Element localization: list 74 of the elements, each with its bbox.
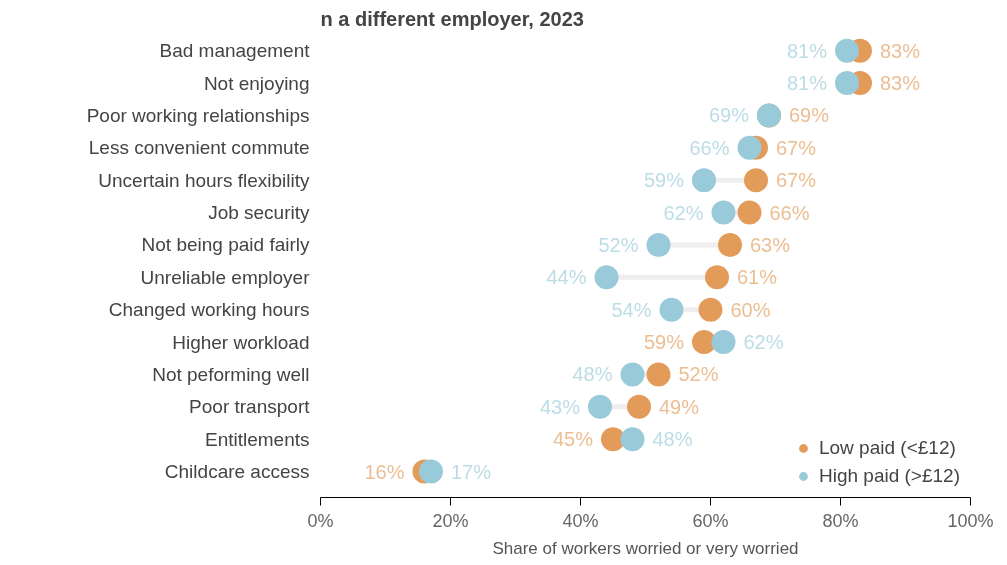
- point: [711, 200, 736, 225]
- data-label: 49%: [659, 395, 700, 418]
- y-tick-label: Not peforming well: [152, 363, 310, 385]
- legend-label: High paid (>£12): [818, 465, 960, 487]
- data-label: 67%: [776, 169, 817, 192]
- data-label: 66%: [689, 136, 730, 159]
- point: [692, 330, 716, 355]
- data-label: 81%: [786, 39, 828, 62]
- point: [646, 362, 671, 387]
- point: [646, 232, 671, 257]
- data-label: 54%: [611, 298, 652, 321]
- data-label: 83%: [880, 72, 921, 95]
- point: [711, 330, 736, 355]
- data-label: 52%: [598, 233, 639, 256]
- data-label: 59%: [643, 331, 685, 354]
- data-label: 66%: [769, 201, 810, 224]
- point: [835, 38, 859, 63]
- data-label: 63%: [750, 233, 791, 256]
- x-axis-title: Share of workers worried or very worried: [492, 538, 799, 558]
- data-label: 59%: [643, 169, 685, 192]
- x-tick-label: 20%: [432, 510, 469, 531]
- data-label: 69%: [789, 104, 830, 127]
- point: [692, 168, 716, 193]
- point: [744, 168, 768, 193]
- point: [620, 427, 645, 452]
- y-tick-label: Higher workload: [172, 331, 310, 353]
- point: [627, 394, 651, 419]
- y-tick-label: Job security: [208, 202, 310, 224]
- point: [835, 71, 859, 96]
- point: [419, 459, 443, 484]
- x-tick-label: 100%: [947, 510, 994, 531]
- data-label: 44%: [546, 266, 587, 289]
- data-label: 67%: [776, 136, 817, 159]
- point: [588, 394, 612, 419]
- point: [718, 232, 742, 257]
- data-label: 52%: [678, 363, 719, 386]
- y-tick-label: Not being paid fairly: [141, 234, 310, 256]
- data-label: 61%: [737, 266, 778, 289]
- x-tick-label: 60%: [692, 510, 729, 531]
- data-label: 16%: [364, 460, 405, 483]
- y-tick-label: Uncertain hours flexibility: [98, 169, 310, 191]
- y-tick-label: Entitlements: [204, 428, 310, 450]
- y-tick-label: Unreliable employer: [140, 266, 311, 288]
- legend-label: Low paid (<£12): [818, 437, 956, 459]
- point: [659, 297, 684, 322]
- data-label: 43%: [539, 395, 581, 418]
- point: [601, 427, 625, 452]
- data-label: 81%: [786, 72, 828, 95]
- x-tick-label: 0%: [307, 510, 334, 531]
- y-tick-label: Poor transport: [189, 396, 311, 418]
- point: [594, 265, 619, 290]
- data-label: 62%: [663, 201, 704, 224]
- point: [737, 135, 762, 160]
- data-label: 48%: [572, 363, 613, 386]
- y-tick-label: Not enjoying: [203, 72, 310, 94]
- point: [620, 362, 645, 387]
- data-label: 48%: [652, 428, 693, 451]
- chart-title: n a different employer, 2023: [320, 7, 584, 30]
- point: [705, 265, 729, 290]
- data-label: 17%: [451, 460, 492, 483]
- y-tick-label: Childcare access: [164, 461, 310, 483]
- y-tick-label: Bad management: [159, 40, 311, 62]
- y-tick-label: Poor working relationships: [86, 104, 310, 126]
- x-tick-label: 80%: [822, 510, 859, 531]
- point: [698, 297, 723, 322]
- data-label: 69%: [708, 104, 750, 127]
- x-tick-label: 40%: [562, 510, 599, 531]
- data-label: 62%: [743, 331, 784, 354]
- y-tick-label: Less convenient commute: [88, 137, 310, 159]
- data-label: 45%: [552, 428, 594, 451]
- y-tick-label: Changed working hours: [108, 299, 310, 321]
- data-label: 60%: [730, 298, 771, 321]
- data-label: 83%: [880, 39, 921, 62]
- point: [737, 200, 762, 225]
